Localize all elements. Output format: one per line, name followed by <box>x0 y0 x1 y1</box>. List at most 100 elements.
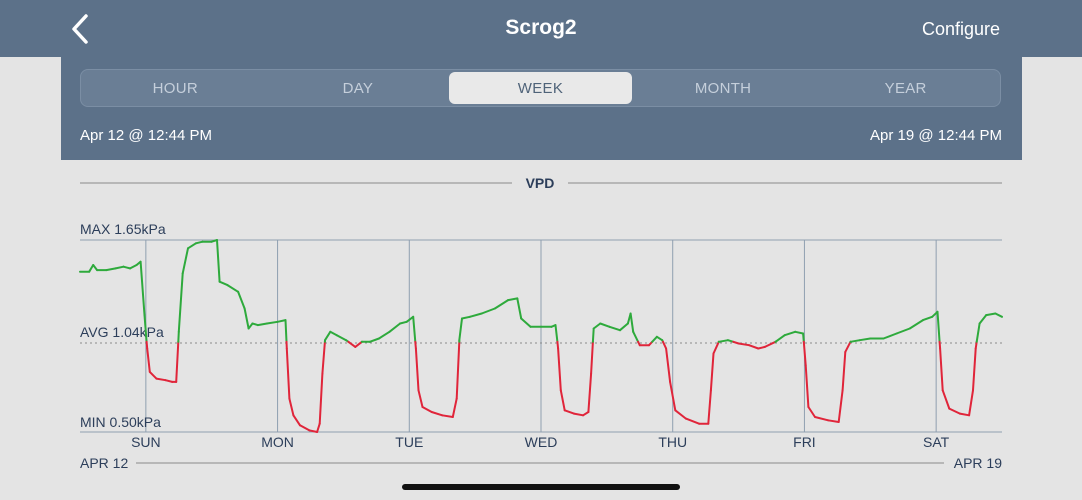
chevron-left-icon <box>72 14 88 44</box>
vpd-line-segment <box>807 406 816 418</box>
nav-bar: Scrog2 Configure <box>0 0 1082 57</box>
vpd-line-segment <box>662 340 668 350</box>
vpd-line-segment <box>802 340 807 367</box>
vpd-line-segment <box>458 317 463 342</box>
vpd-line-segment <box>417 389 424 408</box>
vpd-line-segment <box>849 339 861 343</box>
configure-button[interactable]: Configure <box>921 19 1000 39</box>
vpd-line-segment <box>939 347 944 392</box>
vpd-line-segment <box>181 247 189 275</box>
vpd-line-segment <box>802 332 805 343</box>
vpd-line-segment <box>266 320 279 325</box>
vpd-line-segment <box>958 412 971 417</box>
vpd-line-segment <box>592 322 602 330</box>
vpd-line-segment <box>709 352 715 392</box>
vpd-line-segment <box>978 314 988 325</box>
vpd-line-segment <box>92 264 99 272</box>
vpd-line-segment <box>114 265 125 270</box>
vpd-line-segment <box>507 297 519 302</box>
vpd-line-segment <box>632 330 640 343</box>
vpd-line-segment <box>794 330 805 335</box>
vpd-line-segment <box>968 389 974 417</box>
time-range-selector: HOUR DAY WEEK MONTH YEAR <box>80 69 1001 107</box>
vpd-line-segment <box>480 307 496 315</box>
page-title: Scrog2 <box>505 16 577 39</box>
vpd-line-segment <box>948 407 961 415</box>
vpd-line-segment <box>938 340 942 350</box>
vpd-line-segment <box>665 347 672 383</box>
vpd-line-segment <box>587 372 593 413</box>
vpd-line-segment <box>717 339 729 343</box>
vpd-line-segment <box>908 319 924 330</box>
vpd-line-segment <box>412 315 417 343</box>
vpd-line-segment <box>554 324 559 343</box>
vpd-line-segment <box>288 397 295 417</box>
vpd-line-segment <box>844 340 852 353</box>
back-button[interactable] <box>64 12 98 46</box>
end-date-label: APR 19 <box>954 455 1002 471</box>
vpd-line-segment <box>827 419 840 423</box>
tab-month[interactable]: MONTH <box>694 79 752 97</box>
vpd-line-segment <box>321 340 326 375</box>
vpd-line-segment <box>590 340 594 375</box>
vpd-line-segment <box>378 330 391 340</box>
x-label-sun: SUN <box>131 434 161 450</box>
vpd-line-segment <box>763 340 777 348</box>
tab-hour[interactable]: HOUR <box>152 79 198 97</box>
tab-year[interactable]: YEAR <box>884 79 927 97</box>
vpd-line-segment <box>748 344 760 350</box>
range-panel: HOUR DAY WEEK MONTH YEAR Apr 12 @ 12:44 … <box>61 57 1022 160</box>
vpd-line-segment <box>143 314 148 343</box>
vpd-line-segment <box>414 340 417 350</box>
vpd-line-segment <box>814 416 830 422</box>
vpd-line-segment <box>414 347 420 392</box>
vpd-line-segment <box>655 335 664 342</box>
vpd-line-segment <box>148 370 158 380</box>
vpd-line-segment <box>774 334 786 343</box>
vpd-line-segment <box>882 332 898 340</box>
range-start-date: Apr 12 @ 12:44 PM <box>80 127 212 144</box>
vpd-line-segment <box>707 389 712 425</box>
vpd-line-segment <box>651 335 658 343</box>
tab-day[interactable]: DAY <box>342 79 374 97</box>
vpd-line-segment <box>105 267 117 272</box>
vpd-line-segment <box>629 312 635 333</box>
vpd-line-segment <box>177 272 184 333</box>
vpd-line-segment <box>985 312 997 317</box>
max-label: MAX 1.65kPa <box>80 221 166 237</box>
vpd-line-segment <box>712 340 720 355</box>
vpd-line-segment <box>88 264 95 273</box>
x-label-tue: TUE <box>395 434 423 450</box>
vpd-line-segment <box>493 299 510 310</box>
vpd-line-segment <box>347 340 357 348</box>
vpd-line-segment <box>520 317 532 328</box>
start-date-label: APR 12 <box>80 455 128 471</box>
vpd-line-segment <box>837 389 844 423</box>
vpd-line-segment <box>783 330 797 337</box>
vpd-line-segment <box>329 330 338 337</box>
vpd-line-segment <box>608 325 621 332</box>
vpd-line-segment <box>455 340 461 400</box>
vpd-line-segment <box>972 347 977 392</box>
x-label-wed: WED <box>525 434 558 450</box>
vpd-line-segment <box>308 429 319 433</box>
vpd-line-segment <box>737 342 751 347</box>
vpd-line-segment <box>559 389 566 412</box>
vpd-line-segment <box>858 337 872 342</box>
vpd-line-segment <box>804 364 810 408</box>
vpd-line-segment <box>994 312 1003 318</box>
vpd-line-segment <box>388 322 402 333</box>
vpd-line-segment <box>146 347 151 373</box>
vpd-line-segment <box>563 409 575 415</box>
vpd-line-segment <box>461 315 471 320</box>
vpd-line-segment <box>619 322 629 332</box>
x-label-thu: THU <box>658 434 687 450</box>
day-gridlines <box>145 240 937 432</box>
tab-week[interactable]: WEEK <box>449 72 632 104</box>
vpd-line-segment <box>145 340 149 350</box>
vpd-line-segment <box>285 347 291 400</box>
vpd-line-segment <box>430 411 444 417</box>
vpd-chart: VPD MAX 1.65kPa AVG 1.04kPa MIN 0.50kPa … <box>79 175 1003 471</box>
vpd-line-segment <box>557 347 562 392</box>
vpd-line-segment <box>582 411 590 417</box>
